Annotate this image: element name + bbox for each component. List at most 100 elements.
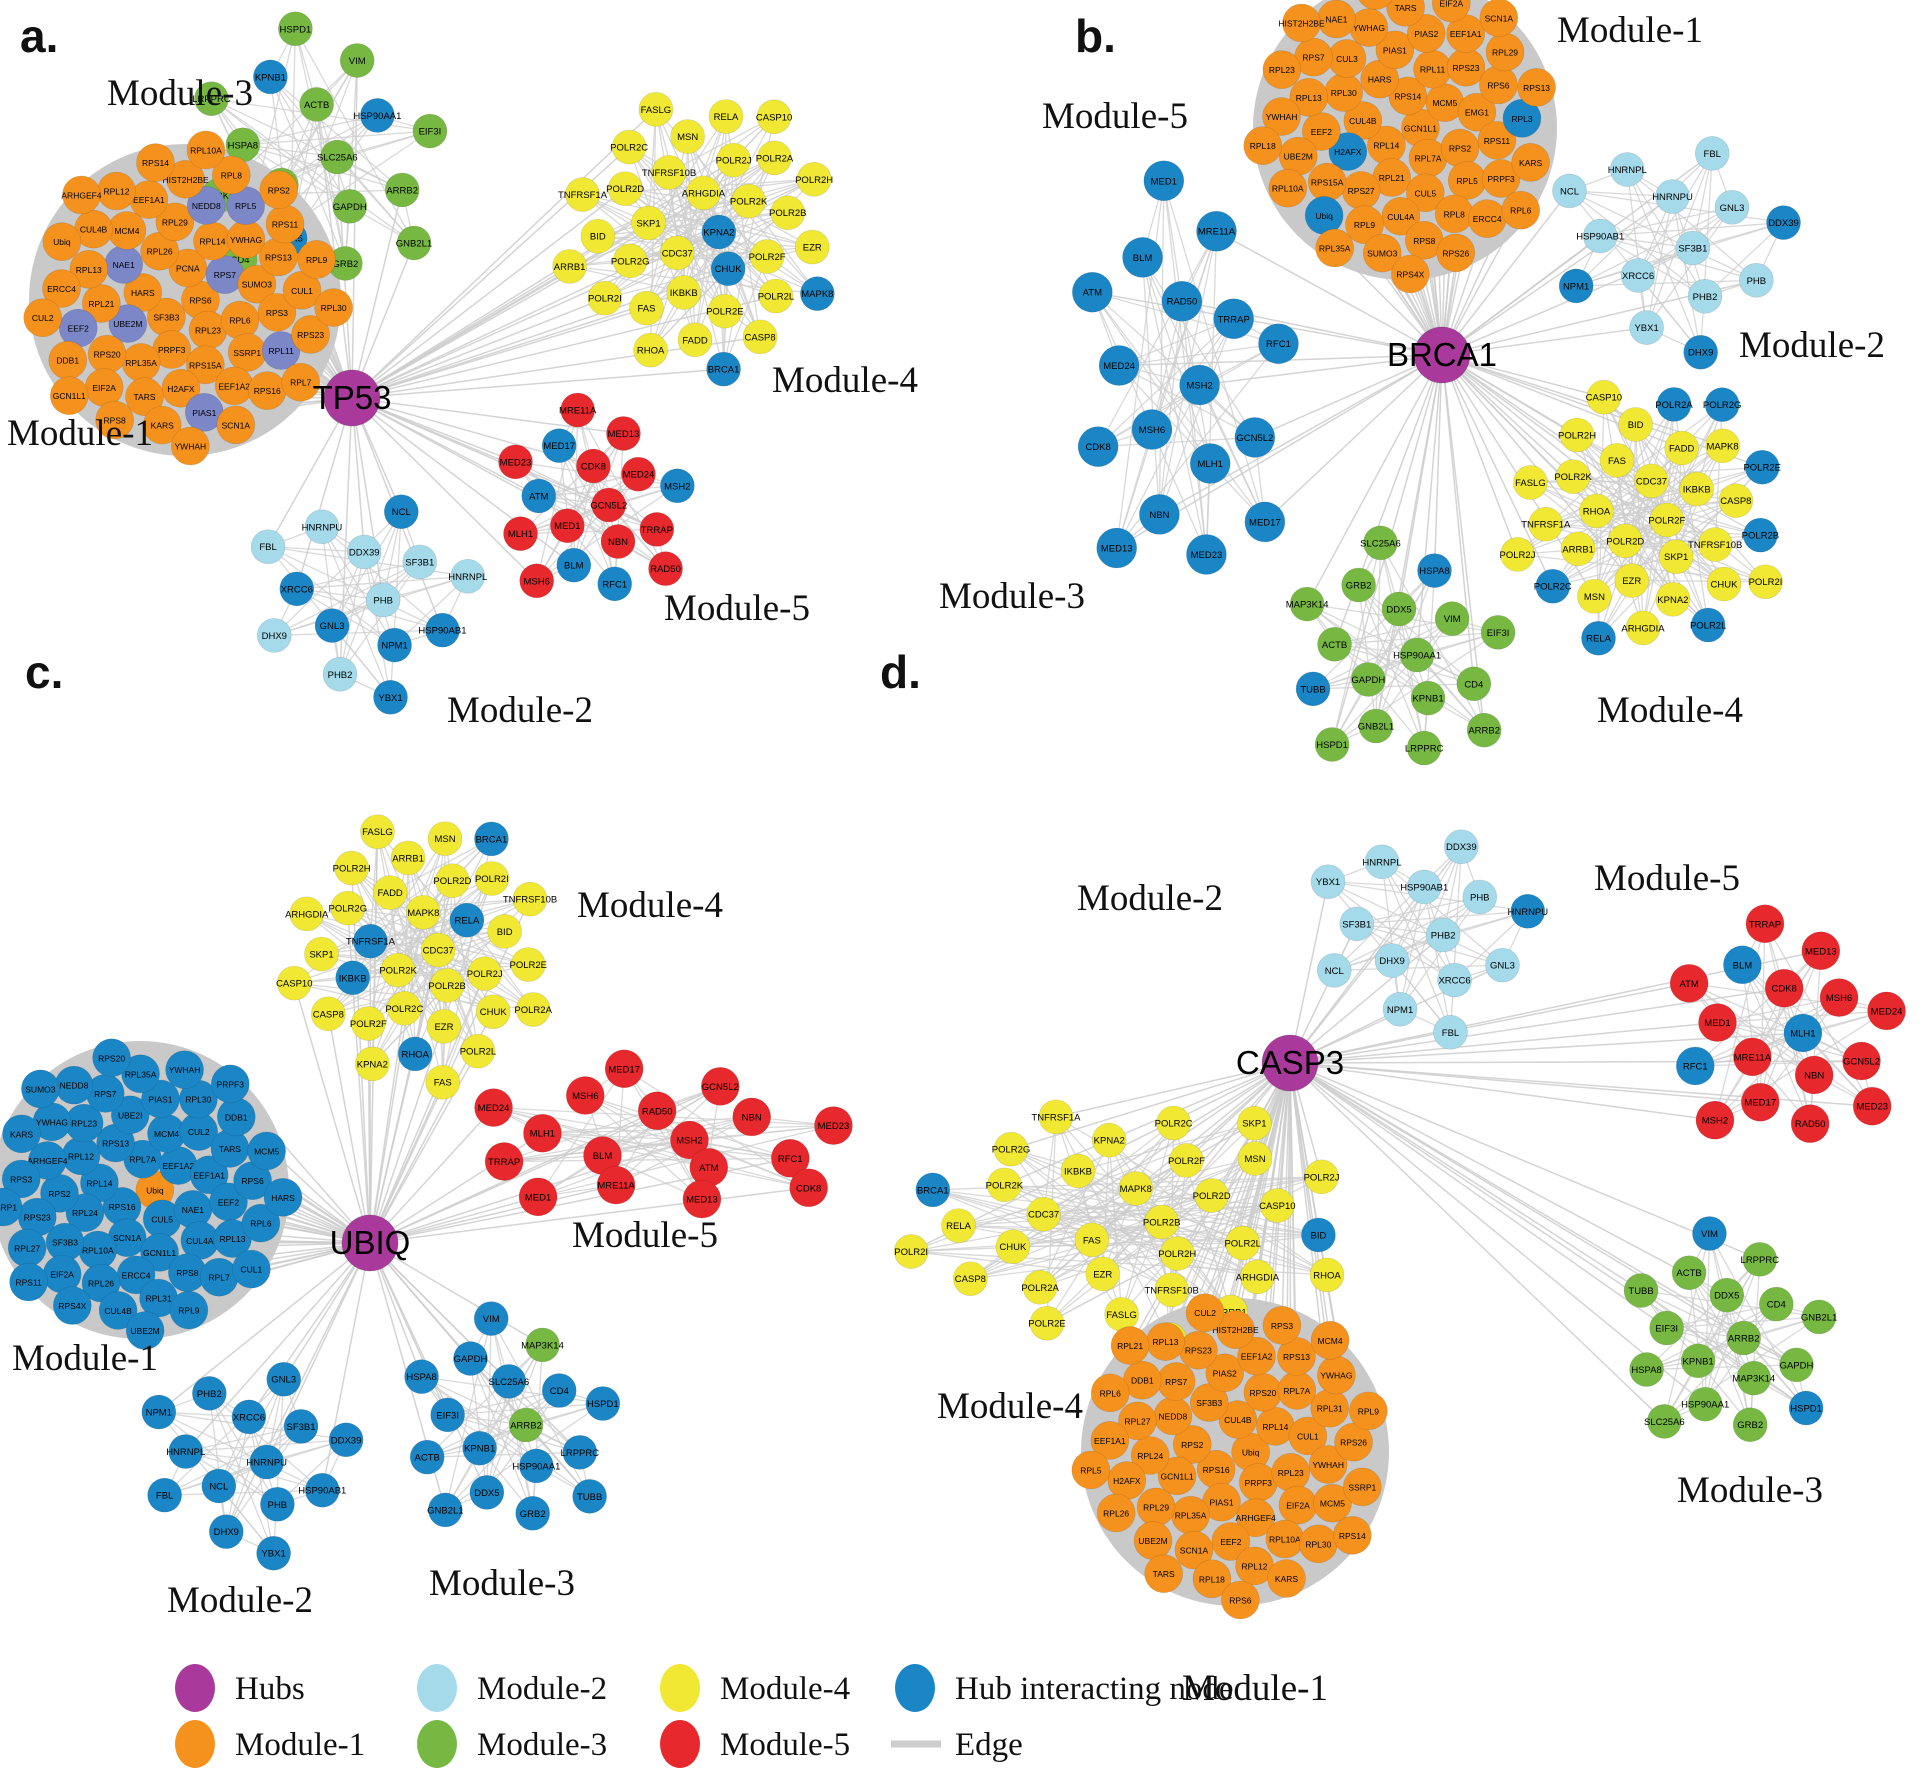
node-MED23[interactable] [498,444,533,480]
node-POLR2D[interactable] [1194,1178,1229,1213]
node-POLR2K[interactable] [731,183,766,219]
node-RPS4X[interactable] [1391,254,1430,294]
node-RPL9[interactable] [1349,1391,1388,1431]
node-MLH1[interactable] [503,516,538,551]
node-POLR2G[interactable] [330,890,366,926]
node-YBX1[interactable] [1629,310,1664,345]
node-MAPK8[interactable] [1118,1171,1154,1206]
node-GCN5L2[interactable] [591,487,627,523]
node-GRB2[interactable] [1341,567,1376,603]
node-FAS[interactable] [629,290,664,326]
node-TNFRSF10B[interactable] [1154,1272,1189,1308]
node-CUL4B[interactable] [98,1291,138,1330]
node-VIM[interactable] [339,43,375,78]
node-HNRNPU[interactable] [249,1444,285,1480]
node-KPNB1[interactable] [462,1430,497,1466]
node-SLC25A6[interactable] [1363,525,1398,561]
node-H2AFX[interactable] [161,368,201,408]
node-POLR2C[interactable] [1156,1105,1191,1141]
node-YWHAH[interactable] [165,1050,204,1090]
node-GNL3[interactable] [266,1361,302,1397]
node-CDC37[interactable] [1634,463,1669,499]
node-POLR2L[interactable] [1225,1225,1260,1261]
node-POLR2K[interactable] [987,1167,1022,1203]
node-POLR2B[interactable] [770,195,806,231]
node-RPS15A[interactable] [186,345,225,385]
node-RELA[interactable] [708,99,744,134]
node-TARS[interactable] [125,377,164,417]
node-VIM[interactable] [473,1301,509,1336]
node-TNFRSF10B[interactable] [512,881,548,917]
node-RPS6[interactable] [1221,1580,1260,1620]
node-MSN[interactable] [1577,578,1612,614]
node-DDX5[interactable] [469,1475,505,1510]
node-PRPF3[interactable] [210,1064,250,1104]
node-POLR2H[interactable] [1559,417,1595,453]
node-MAP3K14[interactable] [1289,586,1325,622]
node-CD4[interactable] [541,1373,577,1408]
node-MED17[interactable] [541,428,577,463]
node-HSP90AB1[interactable] [1582,218,1618,254]
node-FASLG[interactable] [638,92,674,127]
node-FBL[interactable] [1433,1014,1468,1050]
node-CDK8[interactable] [1077,426,1119,467]
node-CDC37[interactable] [1026,1196,1061,1232]
node-NCL[interactable] [1552,173,1587,209]
hub-node-UBIQ[interactable] [341,1214,399,1272]
node-RFC1[interactable] [597,566,633,602]
node-NPM1[interactable] [1382,991,1418,1027]
node-PIAS2[interactable] [1406,14,1446,53]
node-POLR2J[interactable] [716,142,751,178]
node-ACTB[interactable] [1317,627,1352,662]
node-RPL21[interactable] [82,284,121,323]
node-KARS[interactable] [142,405,182,445]
node-CASP10[interactable] [276,965,312,1001]
node-HSP90AB1[interactable] [1406,869,1442,905]
node-RPS14[interactable] [1332,1516,1372,1555]
node-POLR2G[interactable] [993,1131,1029,1167]
node-HIST2H2BE[interactable] [1282,3,1321,43]
node-Ubiq[interactable] [42,222,82,261]
hub-node-BRCA1[interactable] [1413,326,1471,384]
node-CHUK[interactable] [475,994,511,1030]
node-ARRB1[interactable] [1560,531,1596,567]
node-POLR2I[interactable] [1748,564,1783,600]
node-POLR2E[interactable] [1744,449,1780,485]
node-DDX5[interactable] [1709,1277,1745,1313]
node-RPS20[interactable] [92,1038,131,1078]
node-MRE11A[interactable] [1196,210,1237,252]
node-CDK8[interactable] [576,448,611,484]
node-FADD[interactable] [372,875,408,910]
node-ARHGDIA[interactable] [289,896,325,932]
node-EEF1A2[interactable] [1237,1336,1276,1376]
node-MED1[interactable] [518,1177,558,1217]
node-XRCC6[interactable] [279,571,315,607]
node-XRCC6[interactable] [1437,962,1472,998]
node-RELA[interactable] [449,902,485,938]
node-ARHGDIA[interactable] [1625,610,1661,646]
node-POLR2I[interactable] [587,280,623,316]
node-RELA[interactable] [1581,620,1616,656]
node-CUL2[interactable] [23,298,63,338]
node-BID[interactable] [1618,407,1653,442]
node-POLR2B[interactable] [429,968,465,1003]
node-GCN1L1[interactable] [140,1233,179,1272]
node-GAPDH[interactable] [1351,662,1386,697]
node-HSP90AA1[interactable] [519,1448,554,1484]
node-MSN[interactable] [670,119,705,154]
node-BLM[interactable] [1723,945,1762,985]
node-GNB2L1[interactable] [1801,1299,1837,1335]
node-MAPK8[interactable] [1705,428,1740,464]
node-MED13[interactable] [682,1179,722,1219]
node-KPNA2[interactable] [355,1046,390,1082]
node-RPS11[interactable] [9,1262,48,1302]
node-PHB[interactable] [365,582,401,618]
node-POLR2K[interactable] [1555,459,1591,494]
node-TRRAP[interactable] [1213,298,1254,340]
node-MED13[interactable] [1096,527,1138,569]
node-RAD50[interactable] [648,551,683,586]
node-DDX39[interactable] [328,1422,364,1458]
node-NBN[interactable] [732,1097,771,1137]
node-MAP3K14[interactable] [1736,1360,1772,1396]
node-NBN[interactable] [1794,1055,1834,1095]
